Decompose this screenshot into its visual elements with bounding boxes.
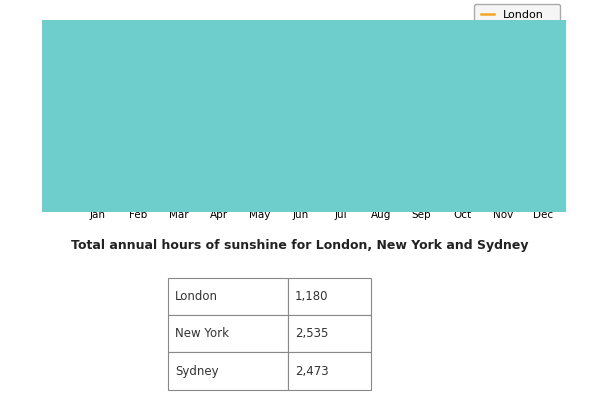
Text: London: London [175, 290, 218, 303]
Text: 2,473: 2,473 [295, 365, 328, 378]
Bar [168, 352, 288, 390]
Legend: London, New York, Sydney: London, New York, Sydney [474, 4, 561, 58]
Bar [168, 278, 288, 315]
Bar [288, 352, 371, 390]
Text: Total annual hours of sunshine for London, New York and Sydney: Total annual hours of sunshine for Londo… [71, 239, 528, 252]
Text: 2,535: 2,535 [295, 327, 328, 340]
Text: 1,180: 1,180 [295, 290, 328, 303]
Bar [168, 315, 288, 352]
Text: Sydney: Sydney [175, 365, 219, 378]
Bar [288, 315, 371, 352]
Bar [288, 278, 371, 315]
Text: New York: New York [175, 327, 229, 340]
